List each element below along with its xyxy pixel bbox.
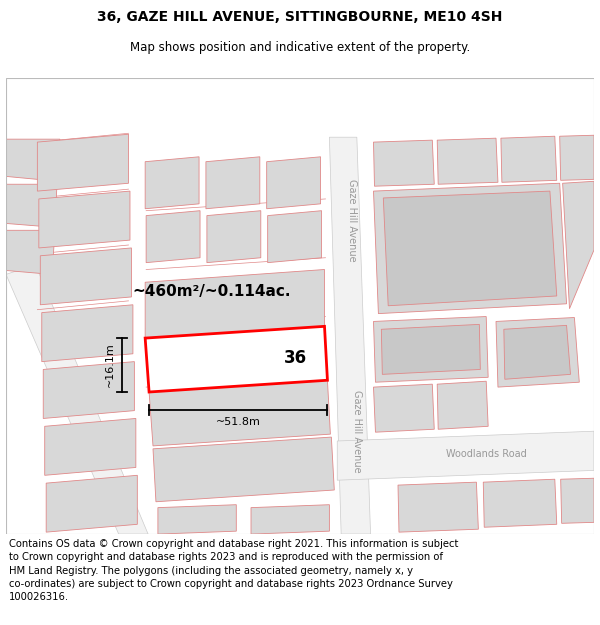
Polygon shape: [374, 316, 488, 382]
Polygon shape: [382, 324, 481, 374]
Polygon shape: [40, 248, 131, 305]
Polygon shape: [6, 230, 55, 274]
Polygon shape: [337, 431, 594, 480]
Polygon shape: [383, 191, 557, 306]
Text: Gaze Hill Avenue: Gaze Hill Avenue: [347, 179, 357, 262]
Text: Gaze Hill Avenue: Gaze Hill Avenue: [352, 390, 362, 472]
Polygon shape: [6, 184, 57, 228]
Polygon shape: [560, 135, 594, 181]
Polygon shape: [206, 157, 260, 209]
Text: ~51.8m: ~51.8m: [216, 418, 260, 428]
Polygon shape: [45, 419, 136, 475]
Polygon shape: [501, 136, 557, 182]
Text: 36, GAZE HILL AVENUE, SITTINGBOURNE, ME10 4SH: 36, GAZE HILL AVENUE, SITTINGBOURNE, ME1…: [97, 10, 503, 24]
Polygon shape: [145, 269, 325, 338]
Polygon shape: [43, 362, 134, 419]
Text: Map shows position and indicative extent of the property.: Map shows position and indicative extent…: [130, 41, 470, 54]
Polygon shape: [39, 191, 130, 248]
Text: ~460m²/~0.114ac.: ~460m²/~0.114ac.: [133, 284, 291, 299]
Polygon shape: [207, 211, 261, 262]
Polygon shape: [563, 181, 594, 309]
Polygon shape: [483, 479, 557, 528]
Text: Contains OS data © Crown copyright and database right 2021. This information is : Contains OS data © Crown copyright and d…: [9, 539, 458, 602]
Polygon shape: [149, 380, 331, 446]
Polygon shape: [46, 475, 137, 532]
Polygon shape: [374, 384, 434, 432]
Polygon shape: [153, 437, 334, 502]
Polygon shape: [251, 505, 329, 534]
Polygon shape: [6, 264, 148, 534]
Polygon shape: [374, 183, 566, 314]
Polygon shape: [6, 139, 60, 181]
Polygon shape: [42, 305, 133, 362]
Polygon shape: [496, 318, 580, 387]
Polygon shape: [437, 381, 488, 429]
Polygon shape: [374, 140, 434, 186]
Polygon shape: [398, 482, 478, 532]
Polygon shape: [437, 138, 498, 184]
Polygon shape: [504, 326, 571, 379]
Polygon shape: [329, 138, 371, 534]
Polygon shape: [268, 211, 322, 262]
Polygon shape: [146, 211, 200, 262]
Polygon shape: [560, 478, 594, 523]
Polygon shape: [145, 326, 328, 392]
Polygon shape: [37, 134, 128, 191]
Polygon shape: [145, 157, 199, 209]
Polygon shape: [266, 157, 320, 209]
Polygon shape: [158, 505, 236, 534]
Text: Woodlands Road: Woodlands Road: [446, 449, 527, 459]
Text: ~16.1m: ~16.1m: [105, 342, 115, 388]
Text: 36: 36: [284, 349, 307, 367]
